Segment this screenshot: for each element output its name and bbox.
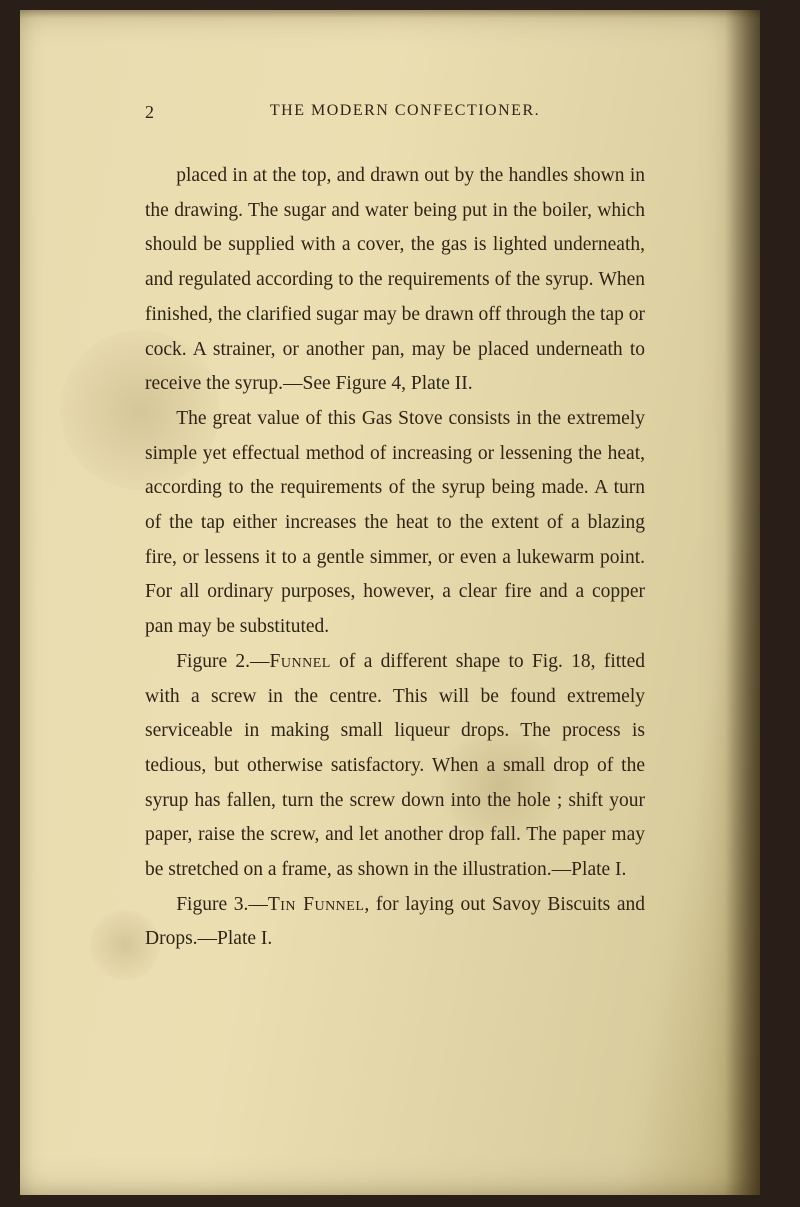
paragraph: Figure 3.—Tin Funnel, for laying out Sav… <box>145 888 645 957</box>
body-text: placed in at the top, and drawn out by t… <box>145 159 645 957</box>
page-number: 2 <box>145 102 205 123</box>
figure-lead: Figure 2.— <box>176 651 269 672</box>
page-top-shadow <box>20 10 760 18</box>
running-title: THE MODERN CONFECTIONER. <box>205 102 645 123</box>
paragraph-rest: of a different shape to Fig. 18, fitted … <box>145 651 645 880</box>
text-block: 2 THE MODERN CONFECTIONER. placed in at … <box>145 102 645 957</box>
smallcaps-term: Tin Funnel <box>268 894 365 915</box>
running-head: 2 THE MODERN CONFECTIONER. <box>145 102 645 123</box>
paragraph: placed in at the top, and drawn out by t… <box>145 159 645 402</box>
gutter-shadow <box>725 10 760 1195</box>
paragraph: The great value of this Gas Stove consis… <box>145 402 645 645</box>
smallcaps-term: Funnel <box>270 651 331 672</box>
paragraph: Figure 2.—Funnel of a different shape to… <box>145 645 645 888</box>
figure-lead: Figure 3.— <box>176 894 268 915</box>
scanned-page: 2 THE MODERN CONFECTIONER. placed in at … <box>20 10 760 1195</box>
